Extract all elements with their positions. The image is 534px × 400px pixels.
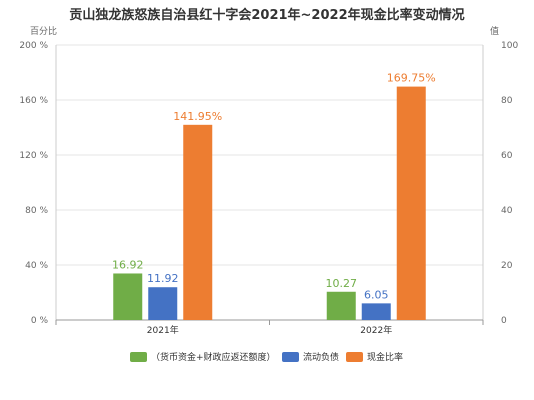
x-tick-label: 2022年 [360, 324, 392, 336]
y-left-tick-label: 80 % [25, 206, 48, 216]
bar [361, 303, 391, 320]
y-left-tick-label: 120 % [19, 151, 48, 161]
legend-swatch [346, 352, 363, 362]
chart-title: 贡山独龙族怒族自治县红十字会2021年~2022年现金比率变动情况 [69, 8, 465, 23]
x-tick-label: 2021年 [147, 324, 179, 336]
y-right-tick-label: 60 [501, 151, 513, 161]
y-right-tick-label: 0 [501, 316, 507, 326]
y-right-tick-label: 40 [501, 206, 513, 216]
data-label: 141.95% [173, 110, 222, 123]
y-left-tick-label: 160 % [19, 96, 48, 106]
y-left-axis-name: 百分比 [30, 25, 57, 37]
bar [396, 86, 426, 320]
bar [148, 287, 178, 320]
data-label: 11.92 [147, 272, 179, 285]
data-label: 6.05 [364, 288, 389, 301]
bar [326, 291, 356, 320]
data-label: 16.92 [112, 258, 144, 271]
y-right-tick-label: 100 [501, 41, 518, 51]
legend-label: 现金比率 [367, 351, 403, 363]
y-left-tick-label: 0 % [31, 316, 49, 326]
y-right-tick-label: 20 [501, 261, 513, 271]
y-right-tick-label: 80 [501, 96, 513, 106]
legend-label: （货币资金+财政应返还额度） [151, 351, 276, 363]
y-left-tick-label: 40 % [25, 261, 48, 271]
y-left-tick-label: 200 % [19, 41, 48, 51]
y-right-axis-name: 值 [490, 25, 499, 37]
bar [183, 124, 213, 320]
data-label: 169.75% [387, 72, 436, 85]
legend-label: 流动负债 [303, 351, 339, 363]
bar [113, 273, 143, 320]
legend-swatch [282, 352, 299, 362]
data-label: 10.27 [326, 277, 358, 290]
legend-swatch [130, 352, 147, 362]
